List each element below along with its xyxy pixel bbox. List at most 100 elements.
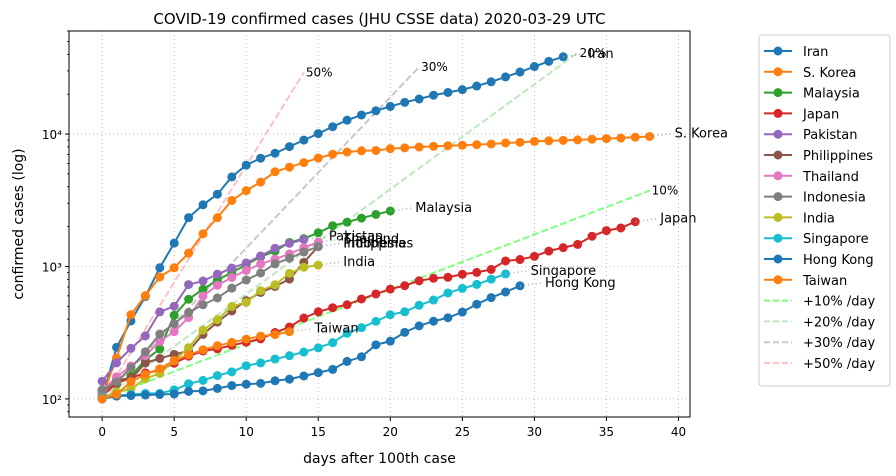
plot-frame <box>68 30 691 418</box>
data-point <box>169 327 179 337</box>
data-point <box>140 347 150 357</box>
data-point <box>270 280 280 290</box>
legend: Iran S. Korea Malaysia Japan Pakistan Philipp… <box>758 34 891 387</box>
data-point <box>184 294 194 304</box>
data-point <box>140 358 150 368</box>
data-point <box>443 288 453 298</box>
legend-label: +10% /day <box>803 295 876 310</box>
data-point <box>112 389 122 399</box>
legend-label: +30% /day <box>803 336 876 351</box>
series-label: Pakistan <box>329 230 383 245</box>
data-point <box>198 229 208 239</box>
data-point <box>457 269 467 279</box>
data-point <box>112 377 122 387</box>
data-point <box>155 272 165 282</box>
legend-marker <box>773 212 783 222</box>
data-point <box>198 291 208 301</box>
data-point <box>385 336 395 346</box>
data-point <box>270 354 280 364</box>
data-point <box>443 272 453 282</box>
x-tick-label: 40 <box>671 425 686 439</box>
data-point <box>256 177 266 187</box>
data-point <box>299 313 309 323</box>
y-tick-label: 10³ <box>42 260 62 274</box>
data-point <box>112 358 122 368</box>
reference-line-label: 10% <box>652 184 679 198</box>
legend-marker <box>773 88 783 98</box>
data-point <box>501 138 511 148</box>
series-line <box>101 284 521 400</box>
data-point <box>328 338 338 348</box>
data-point <box>212 371 222 381</box>
data-point <box>184 213 194 223</box>
data-point <box>342 147 352 157</box>
data-point <box>342 328 352 338</box>
data-point <box>313 368 323 378</box>
series-line <box>101 245 320 394</box>
data-point <box>313 129 323 139</box>
data-point <box>414 321 424 331</box>
data-point <box>558 135 568 145</box>
legend-box <box>758 34 891 387</box>
data-point <box>299 135 309 145</box>
data-point <box>342 356 352 366</box>
data-point <box>328 364 338 374</box>
legend-label: India <box>803 211 835 226</box>
data-point <box>270 243 280 253</box>
x-tick-label: 30 <box>527 425 542 439</box>
data-point <box>501 256 511 266</box>
legend-label: S. Korea <box>803 66 856 81</box>
x-tick-label: 0 <box>98 425 106 439</box>
data-point <box>457 307 467 317</box>
data-point <box>443 313 453 323</box>
data-point <box>429 295 439 305</box>
data-point <box>140 291 150 301</box>
data-point <box>212 315 222 325</box>
data-point <box>169 310 179 320</box>
data-point <box>385 310 395 320</box>
data-point <box>313 343 323 353</box>
data-point <box>184 379 194 389</box>
data-point <box>169 263 179 273</box>
data-point <box>212 269 222 279</box>
data-point <box>371 145 381 155</box>
data-point <box>126 310 136 320</box>
data-point <box>356 146 366 156</box>
data-point <box>356 110 366 120</box>
data-point <box>270 167 280 177</box>
legend-marker <box>773 254 783 264</box>
data-point <box>529 251 539 261</box>
x-axis-label: days after 100th case <box>303 451 456 467</box>
data-point <box>212 189 222 199</box>
data-point <box>212 341 222 351</box>
data-point <box>241 297 251 307</box>
data-point <box>587 231 597 241</box>
data-point <box>126 363 136 373</box>
data-point <box>400 97 410 107</box>
data-point <box>328 122 338 132</box>
data-point <box>544 136 554 146</box>
data-point <box>515 255 525 265</box>
legend-marker <box>773 46 783 56</box>
data-point <box>457 140 467 150</box>
data-point <box>256 153 266 163</box>
data-point <box>140 331 150 341</box>
data-point <box>97 394 107 404</box>
data-point <box>284 253 294 263</box>
data-point <box>256 259 266 269</box>
data-point <box>227 172 237 182</box>
data-point <box>169 301 179 311</box>
data-point <box>342 300 352 310</box>
legend-label: Hong Kong <box>803 253 874 268</box>
reference-line-label: 50% <box>306 65 333 79</box>
data-point <box>284 268 294 278</box>
data-point <box>155 353 165 363</box>
data-point <box>284 142 294 152</box>
legend-marker <box>773 192 783 202</box>
legend-label: Taiwan <box>802 274 847 289</box>
data-point <box>400 307 410 317</box>
data-point <box>256 378 266 388</box>
data-point <box>212 293 222 303</box>
reference-line-label: 20% <box>580 46 607 60</box>
data-point <box>198 284 208 294</box>
